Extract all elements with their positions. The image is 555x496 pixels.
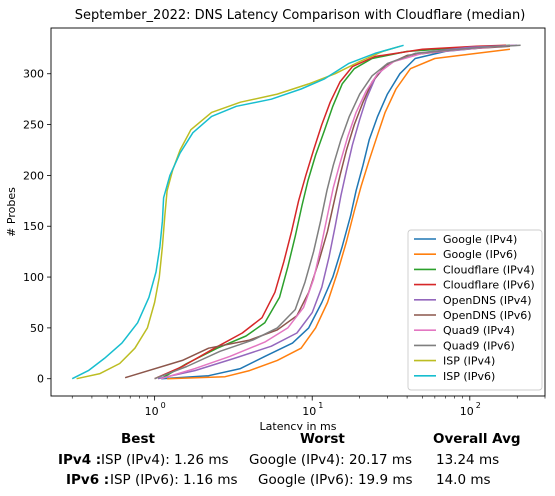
y-tick-label: 250 [23,119,44,132]
x-tick-exponent: 0 [161,401,166,410]
y-tick-label: 100 [23,271,44,284]
series-line-1 [167,48,511,380]
summary-best-value: ISP (IPv6): 1.16 ms [110,472,238,488]
summary-row-label: IPv4 : [58,452,102,468]
summary-avg-value: 13.24 ms [436,452,500,468]
series-line-9 [71,44,404,380]
summary-header-worst: Worst [300,431,345,447]
cdf-chart: September_2022: DNS Latency Comparison w… [5,8,546,430]
series-line-7 [154,44,521,380]
summary-avg-value: 14.0 ms [436,472,491,488]
legend-label: OpenDNS (IPv4) [443,294,532,307]
x-tick-label: 10 [302,405,316,418]
summary-worst-value: Google (IPv6): 19.9 ms [258,472,413,488]
legend-label: Cloudflare (IPv4) [443,263,535,276]
legend-label: Quad9 (IPv4) [443,324,515,337]
y-tick-label: 0 [37,373,44,386]
legend-box [407,229,543,391]
series-line-0 [161,44,514,380]
series-line-3 [154,44,507,380]
summary-row-label: IPv6 : [66,472,110,488]
y-tick-label: 200 [23,169,44,182]
summary-header-best: Best [121,431,155,447]
x-axis-label: Latency in ms [260,420,337,430]
x-tick-label: 10 [460,405,474,418]
x-tick-exponent: 2 [476,401,481,410]
x-tick-exponent: 1 [318,401,323,410]
y-axis-label: # Probes [5,187,18,237]
legend-label: ISP (IPv4) [443,355,495,368]
legend: Google (IPv4) Google (IPv6) Cloudflare (IP… [407,229,543,391]
legend-label: OpenDNS (IPv6) [443,309,532,322]
y-tick-label: 150 [23,220,44,233]
legend-label: Cloudflare (IPv6) [443,279,535,292]
summary-best-value: ISP (IPv4): 1.26 ms [101,452,229,468]
y-tick-label: 300 [23,68,44,81]
x-tick-label: 10 [145,405,159,418]
summary-header-avg: Overall Avg [433,431,521,447]
y-tick-label: 50 [30,322,44,335]
chart-title: September_2022: DNS Latency Comparison w… [75,8,526,23]
summary-worst-value: Google (IPv4): 20.17 ms [249,452,413,468]
legend-label: Google (IPv4) [443,233,517,246]
legend-label: Quad9 (IPv6) [443,339,515,352]
legend-label: ISP (IPv6) [443,370,495,383]
legend-label: Google (IPv6) [443,248,517,261]
plot-area [50,27,546,397]
